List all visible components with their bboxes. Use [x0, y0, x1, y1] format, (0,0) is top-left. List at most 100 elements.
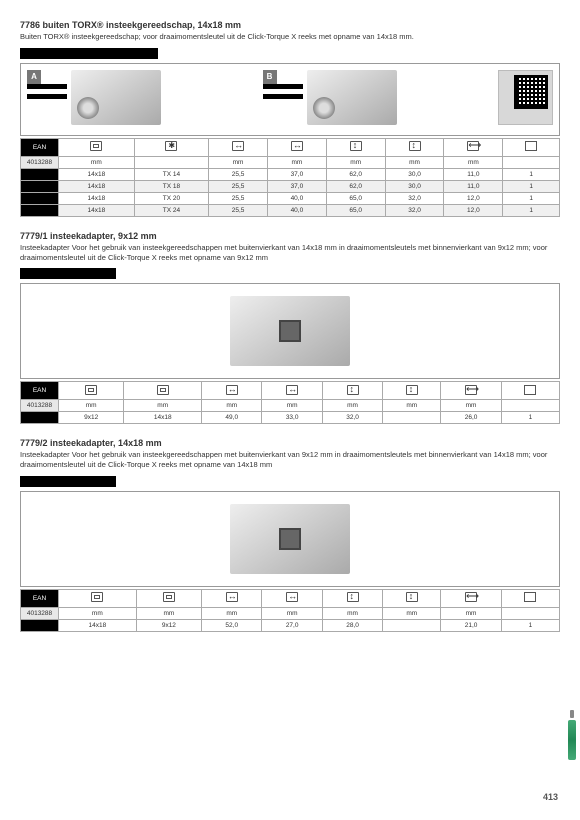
table-cell: 1 [503, 168, 560, 180]
dim-icon [291, 141, 303, 151]
table-cell [21, 180, 59, 192]
product-image-icon [71, 70, 161, 125]
dim-icon [347, 385, 359, 395]
table-cell: 37,0 [267, 180, 326, 192]
table-cell: 27,0 [262, 619, 322, 631]
length-icon [467, 141, 479, 151]
table-cell [383, 619, 441, 631]
table-cell: 12,0 [444, 204, 503, 216]
table-body: 14x189x1252,027,028,021,01 [21, 619, 560, 631]
table-cell: TX 20 [134, 192, 208, 204]
table-row: 14x18TX 1425,537,062,030,011,01 [21, 168, 560, 180]
variant-badge: A [27, 70, 41, 84]
size-icon [90, 141, 102, 151]
table-cell: 9x12 [136, 619, 201, 631]
dim-icon [347, 592, 359, 602]
ean-header: EAN [21, 589, 59, 607]
table-row: 14x18TX 1825,537,062,030,011,01 [21, 180, 560, 192]
redacted-bar: xxxxxxxxxxxxxxxxxxxxxxxxx [20, 476, 116, 487]
package-icon [525, 141, 537, 151]
dim-icon [286, 592, 298, 602]
table-cell: 9x12 [59, 412, 124, 424]
table-cell: 33,0 [262, 412, 322, 424]
section-7786: 7786 buiten TORX® insteekgereedschap, 14… [20, 20, 560, 217]
size-icon [91, 592, 103, 602]
table-cell: 49,0 [202, 412, 262, 424]
table-cell: 14x18 [59, 204, 135, 216]
size-icon [163, 592, 175, 602]
table-cell [21, 619, 59, 631]
spec-table: EAN 4013288 mm mm mm mm mm [20, 589, 560, 632]
table-cell: 12,0 [444, 192, 503, 204]
product-card [20, 491, 560, 587]
screwdriver-icon [568, 720, 576, 760]
table-cell: 32,0 [322, 412, 382, 424]
product-card [20, 283, 560, 379]
ean-prefix: 4013288 [21, 400, 59, 412]
table-cell [21, 412, 59, 424]
length-icon [465, 385, 477, 395]
product-image-icon [230, 504, 350, 574]
table-cell: 32,0 [385, 204, 444, 216]
table-cell: 1 [503, 192, 560, 204]
table-row: 14x18TX 2025,540,065,032,012,01 [21, 192, 560, 204]
table-cell: 62,0 [326, 168, 385, 180]
variant-a: A [27, 70, 161, 125]
ean-header: EAN [21, 382, 59, 400]
size-icon [157, 385, 169, 395]
dim-icon [232, 141, 244, 151]
ean-prefix: 4013288 [21, 156, 59, 168]
dim-icon [406, 385, 418, 395]
table-cell: TX 18 [134, 180, 208, 192]
variant-b: B [263, 70, 397, 125]
table-cell: 65,0 [326, 204, 385, 216]
table-cell: 32,0 [385, 192, 444, 204]
table-cell: 1 [501, 412, 559, 424]
redacted-bar: xxxxxxxxxxxxxxxxxxxxxxxxxxxxxxxxxxxxx [20, 48, 158, 59]
section-desc: Buiten TORX® insteekgereedschap; voor dr… [20, 32, 560, 42]
table-cell: TX 24 [134, 204, 208, 216]
dim-icon [286, 385, 298, 395]
dim-icon [226, 592, 238, 602]
table-cell: 1 [501, 619, 559, 631]
table-cell: 14x18 [59, 168, 135, 180]
table-cell: 14x18 [124, 412, 202, 424]
dim-icon [409, 141, 421, 151]
product-image-icon [230, 296, 350, 366]
table-cell: 1 [503, 204, 560, 216]
product-image-icon [307, 70, 397, 125]
table-cell: 14x18 [59, 192, 135, 204]
size-icon [85, 385, 97, 395]
table-cell: 14x18 [59, 180, 135, 192]
qr-code-icon [498, 70, 553, 125]
dim-icon [226, 385, 238, 395]
table-cell: 21,0 [441, 619, 501, 631]
table-body: 9x1214x1849,033,032,0 26,01 [21, 412, 560, 424]
section-title: 7779/2 insteekadapter, 14x18 mm [20, 438, 560, 448]
table-cell: 25,5 [209, 192, 268, 204]
spec-table: EAN 4013288 mm mm mm mm [20, 138, 560, 217]
package-icon [524, 592, 536, 602]
product-card: A B [20, 63, 560, 136]
table-cell: 26,0 [441, 412, 501, 424]
table-cell [21, 204, 59, 216]
length-icon [465, 592, 477, 602]
package-icon [524, 385, 536, 395]
ean-prefix: 4013288 [21, 607, 59, 619]
table-row: 9x1214x1849,033,032,0 26,01 [21, 412, 560, 424]
torx-icon [165, 141, 177, 151]
table-cell: TX 14 [134, 168, 208, 180]
table-cell: 37,0 [267, 168, 326, 180]
dim-icon [406, 592, 418, 602]
table-cell [21, 168, 59, 180]
section-title: 7786 buiten TORX® insteekgereedschap, 14… [20, 20, 560, 30]
table-cell: 25,5 [209, 168, 268, 180]
variant-badge: B [263, 70, 277, 84]
ean-header: EAN [21, 138, 59, 156]
table-cell: 11,0 [444, 168, 503, 180]
redacted-bar: xxxxxxxxxxxxxxxxxxxxxxxxx [20, 268, 116, 279]
spec-table: EAN 4013288 mm mm mm mm mm [20, 381, 560, 424]
variant-row: A B [27, 70, 553, 125]
dim-icon [350, 141, 362, 151]
table-cell: 62,0 [326, 180, 385, 192]
